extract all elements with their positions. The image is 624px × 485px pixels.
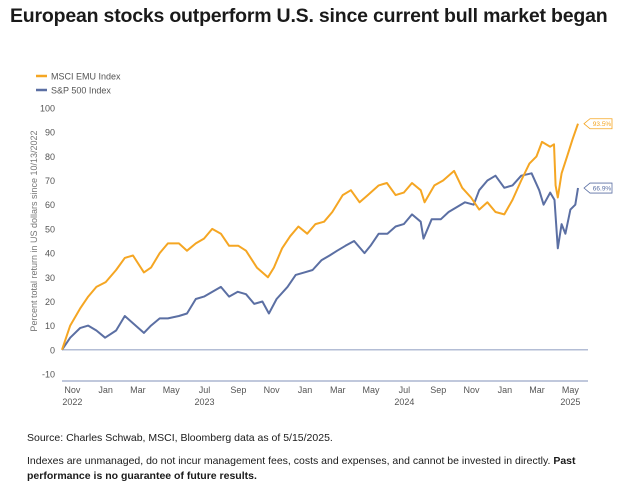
legend-label-1: S&P 500 Index [51,86,111,96]
x-tick-month: May [163,385,181,395]
y-tick-label: 0 [50,345,55,355]
y-tick-label: 40 [45,249,55,259]
x-tick-month: Nov [464,385,481,395]
legend: MSCI EMU Index S&P 500 Index [36,72,121,96]
y-axis-title: Percent total return in US dollars since… [29,130,39,331]
source-note: Source: Charles Schwab, MSCI, Bloomberg … [27,432,333,444]
y-tick-label: 100 [40,104,55,114]
y-axis: -10 0 10 20 30 40 50 60 70 80 90 100 Percent total r… [29,104,588,382]
x-tick-month: Mar [130,385,146,395]
line-chart: MSCI EMU Index S&P 500 Index -10 0 10 20 30 40… [29,72,613,407]
x-tick-month: Mar [529,385,545,395]
x-tick-month: Jan [298,385,313,395]
end-labels: 93.5% 66.9% [583,118,613,194]
y-tick-label: 60 [45,200,55,210]
x-tick-month: May [363,385,381,395]
x-tick-year: 2025 [560,397,580,407]
y-tick-label: 10 [45,321,55,331]
disclaimer-text: Indexes are unmanaged, do not incur mana… [27,455,554,467]
x-tick-month: Nov [264,385,281,395]
x-tick-month: Sep [430,385,446,395]
series-line-0 [61,123,579,351]
series-group [61,123,579,351]
x-tick-month: May [562,385,580,395]
x-tick-month: Jul [199,385,211,395]
y-tick-label: 90 [45,128,55,138]
end-label-0: 93.5% [593,121,612,128]
end-label-box-1 [583,182,613,194]
x-tick-year: 2022 [62,397,82,407]
x-axis: Nov 2022 Jan Mar May Jul 2023 Sep Nov Jan Mar May Ju… [62,385,580,407]
x-tick-month: Nov [64,385,81,395]
y-tick-label: 20 [45,297,55,307]
end-label-1: 66.9% [593,186,612,193]
x-tick-month: Jul [399,385,411,395]
x-tick-month: Jan [98,385,113,395]
y-tick-label: 70 [45,176,55,186]
end-label-box-0 [583,118,613,130]
x-tick-year: 2023 [194,397,214,407]
chart-title: European stocks outperform U.S. since cu… [10,5,608,27]
series-line-1 [61,172,579,351]
disclaimer-note: Indexes are unmanaged, do not incur mana… [27,454,617,484]
x-tick-month: Jan [498,385,513,395]
x-tick-month: Mar [330,385,346,395]
disclaimer-bold: Past performance is no guarantee of futu… [27,455,576,482]
y-tick-label: 30 [45,273,55,283]
y-tick-label: 80 [45,152,55,162]
x-tick-month: Sep [230,385,246,395]
x-tick-year: 2024 [394,397,414,407]
legend-label-0: MSCI EMU Index [51,72,121,82]
y-tick-label: -10 [42,370,55,380]
y-tick-label: 50 [45,224,55,234]
